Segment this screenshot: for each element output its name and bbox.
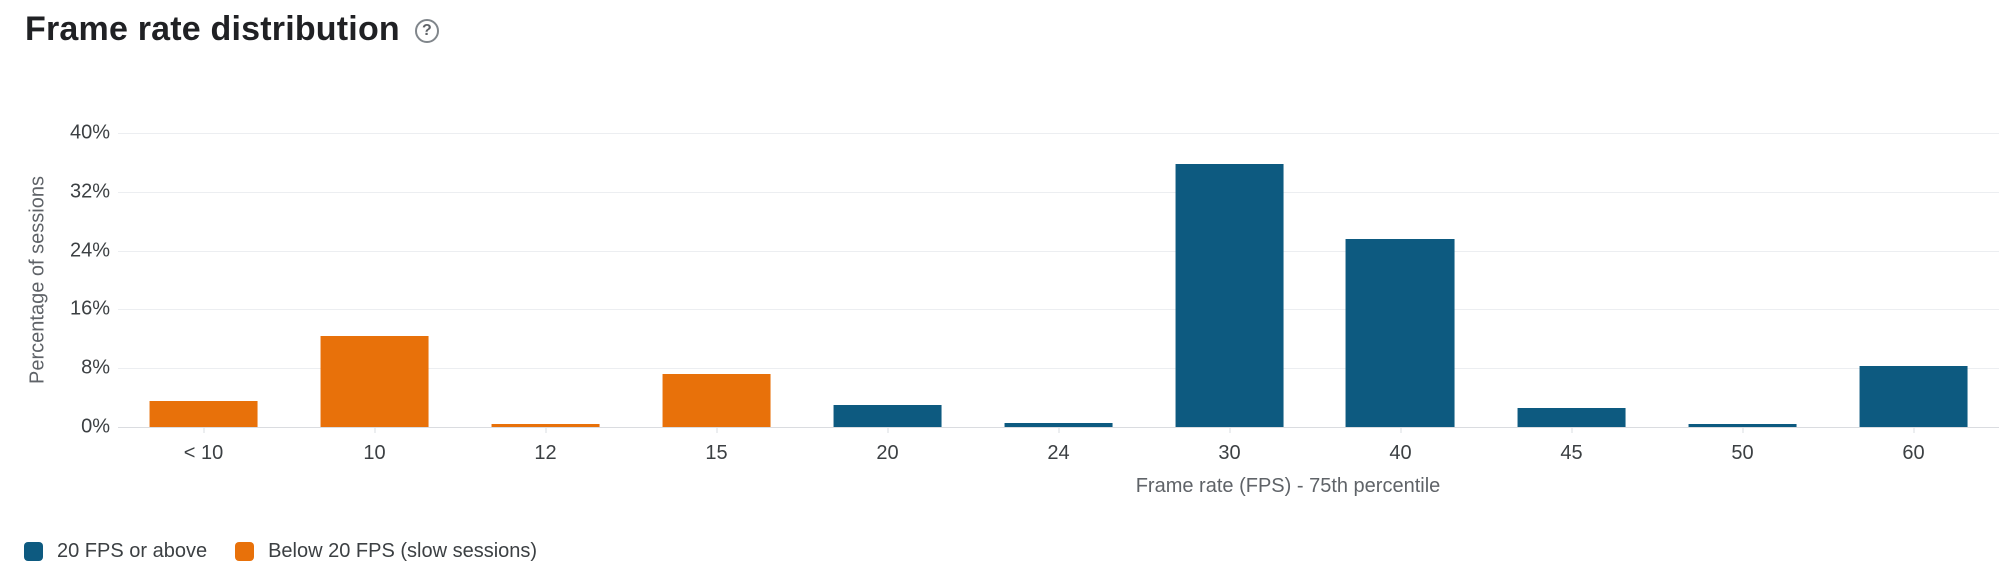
x-axis-title: Frame rate (FPS) - 75th percentile bbox=[1135, 475, 1441, 497]
legend-item-below: Below 20 FPS (slow sessions) bbox=[235, 540, 537, 563]
x-tick-label: 20 bbox=[876, 442, 899, 464]
x-axis-tick bbox=[1742, 428, 1743, 433]
x-axis-tick bbox=[545, 428, 546, 433]
x-axis-tick bbox=[1913, 428, 1914, 433]
bar-15[interactable] bbox=[662, 374, 771, 427]
bar-30[interactable] bbox=[1175, 163, 1284, 427]
chart-header: Frame rate distribution ? bbox=[25, 10, 439, 49]
gridline bbox=[118, 368, 1999, 370]
x-axis-line bbox=[118, 427, 1999, 428]
legend: 20 FPS or above Below 20 FPS (slow sessio… bbox=[24, 540, 537, 563]
page-title: Frame rate distribution bbox=[25, 10, 400, 48]
bar-12[interactable] bbox=[491, 424, 600, 427]
x-axis-tick bbox=[716, 428, 717, 433]
legend-swatch-above bbox=[24, 542, 43, 561]
x-axis-tick bbox=[1229, 428, 1230, 433]
x-tick-label: 30 bbox=[1218, 442, 1241, 464]
gridline bbox=[118, 250, 1999, 252]
y-tick-label: 24% bbox=[69, 239, 110, 262]
y-tick-label: 8% bbox=[81, 356, 110, 379]
gridline bbox=[118, 133, 1999, 134]
x-axis-tick bbox=[1400, 428, 1401, 433]
x-tick-label: 12 bbox=[534, 442, 557, 464]
y-tick-label: 16% bbox=[69, 297, 110, 320]
x-tick-label: < 10 bbox=[183, 442, 224, 464]
legend-item-above: 20 FPS or above bbox=[24, 540, 207, 563]
gridline bbox=[118, 309, 1999, 311]
bar-50[interactable] bbox=[1688, 424, 1797, 427]
x-tick-label: 15 bbox=[705, 442, 728, 464]
bar-40[interactable] bbox=[1346, 238, 1455, 427]
plot-area bbox=[118, 133, 1999, 428]
legend-label: 20 FPS or above bbox=[57, 540, 208, 562]
y-tick-label: 32% bbox=[69, 180, 110, 203]
gridline bbox=[118, 191, 1999, 193]
bar-20[interactable] bbox=[833, 404, 942, 427]
x-tick-label: 10 bbox=[363, 442, 386, 464]
x-axis-tick bbox=[203, 428, 204, 433]
x-tick-label: 40 bbox=[1389, 442, 1412, 464]
x-axis-tick bbox=[374, 428, 375, 433]
bar-45[interactable] bbox=[1517, 407, 1626, 427]
y-axis-title: Percentage of sessions bbox=[26, 176, 49, 384]
x-axis-tick bbox=[887, 428, 888, 433]
x-tick-label: 24 bbox=[1047, 442, 1070, 464]
x-axis-tick bbox=[1058, 428, 1059, 433]
help-icon[interactable]: ? bbox=[414, 19, 439, 43]
legend-swatch-below bbox=[235, 542, 255, 561]
bar-10[interactable] bbox=[320, 335, 429, 427]
x-tick-label: 45 bbox=[1560, 442, 1583, 464]
x-tick-label: 60 bbox=[1902, 442, 1925, 464]
y-tick-label: 40% bbox=[69, 121, 110, 144]
bar-24[interactable] bbox=[1004, 422, 1113, 427]
legend-label: Below 20 FPS (slow sessions) bbox=[268, 540, 538, 562]
x-tick-label: 50 bbox=[1731, 442, 1754, 464]
bar-60[interactable] bbox=[1859, 366, 1968, 427]
bar-lt-10[interactable] bbox=[149, 401, 258, 427]
x-axis-tick bbox=[1571, 428, 1572, 433]
y-tick-label: 0% bbox=[81, 415, 110, 438]
